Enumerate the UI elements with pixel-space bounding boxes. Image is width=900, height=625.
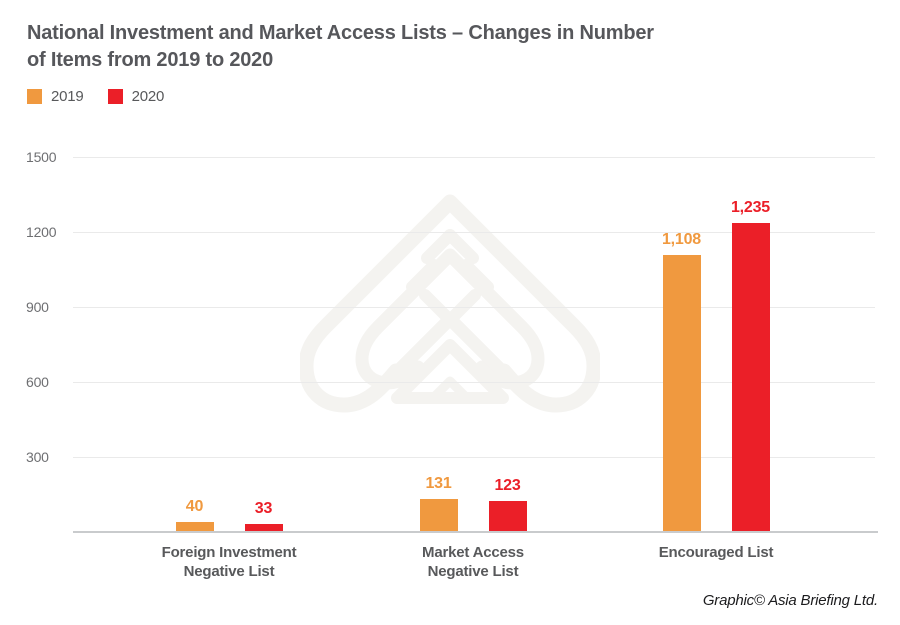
bar-2019-group2 <box>419 499 458 532</box>
asia-briefing-logo-watermark-icon <box>298 193 602 431</box>
gridline-300 <box>73 456 875 458</box>
plot-area: 300 600 900 1200 1500 40 131 1,108 33 123 1,235 For… <box>26 149 878 580</box>
gridline-900 <box>73 306 875 308</box>
y-tick-300: 300 <box>26 449 49 465</box>
x-category-label-2: Market Access Negative List <box>422 544 524 580</box>
legend-item-2019: 2019 <box>27 88 84 105</box>
legend-swatch-2020 <box>107 89 123 104</box>
credit-text: Graphic© Asia Briefing Ltd. <box>702 592 878 609</box>
y-tick-900: 900 <box>26 299 49 315</box>
legend: 2019 2020 <box>27 88 164 105</box>
bar-value-2019-group3: 1,108 <box>661 231 702 248</box>
bar-value-2020-group2: 123 <box>494 477 521 495</box>
bar-2020-group2 <box>488 501 527 532</box>
y-tick-600: 600 <box>26 374 49 390</box>
gridline-1200 <box>73 231 875 233</box>
bar-value-2020-group3: 1,235 <box>730 199 771 217</box>
bar-2020-group1 <box>244 523 283 532</box>
y-tick-1500: 1500 <box>26 149 57 165</box>
y-tick-1200: 1200 <box>26 224 57 240</box>
legend-item-2020: 2020 <box>107 88 165 105</box>
legend-label-2020: 2020 <box>131 88 165 105</box>
x-category-label-1: Foreign Investment Negative List <box>161 544 297 580</box>
bar-value-2019-group1: 40 <box>185 498 204 515</box>
x-category-label-3: Encouraged List <box>658 544 774 561</box>
bar-value-2019-group2: 131 <box>425 475 452 493</box>
bar-2019-group3 <box>662 255 701 532</box>
chart-title: National Investment and Market Access Li… <box>27 22 654 71</box>
gridline-1500 <box>73 156 875 158</box>
legend-swatch-2019 <box>27 89 42 104</box>
legend-label-2019: 2019 <box>51 88 84 105</box>
bar-value-2020-group1: 33 <box>254 499 273 517</box>
bar-2019-group1 <box>175 522 214 532</box>
bar-2020-group3 <box>731 223 770 532</box>
gridline-600 <box>73 381 875 383</box>
x-axis-line <box>73 531 878 533</box>
